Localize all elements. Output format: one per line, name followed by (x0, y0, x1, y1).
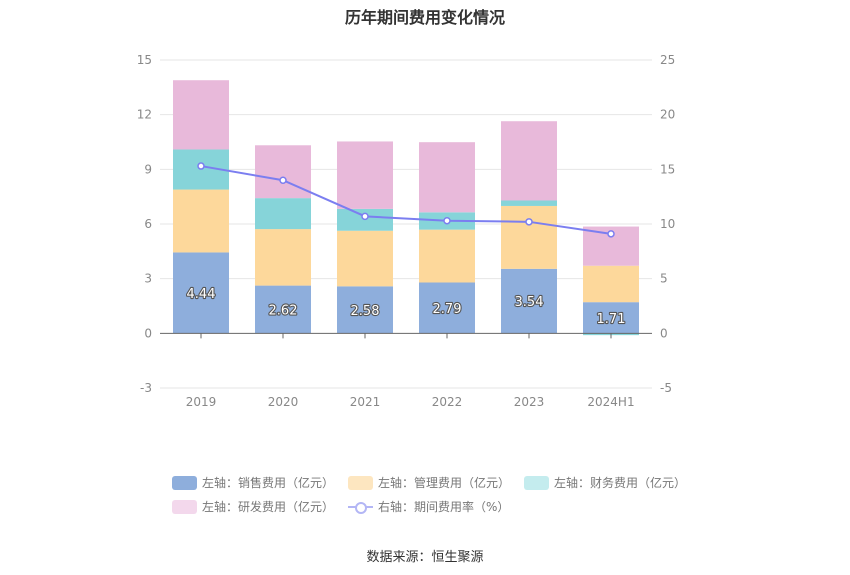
left-axis-tick-label: 6 (144, 217, 152, 231)
bar-segment (337, 230, 393, 287)
right-axis-tick-label: 25 (660, 53, 675, 67)
rate-point (361, 212, 369, 221)
legend-item-admin[interactable]: 左轴：管理费用（亿元） (348, 474, 510, 491)
left-axis-tick-label: 15 (137, 53, 152, 67)
left-axis-tick-label: -3 (140, 381, 152, 395)
bar-segment (583, 302, 639, 334)
legend-label-rd: 左轴：研发费用（亿元） (202, 500, 335, 514)
left-axis-tick-label: 3 (144, 272, 152, 286)
legend-label-admin: 左轴：管理费用（亿元） (378, 476, 511, 490)
bar-data-label: 3.54 (515, 295, 544, 310)
x-axis-tick-label: 2023 (514, 395, 545, 409)
bar-segment (419, 229, 475, 283)
legend-label-sales: 左轴：销售费用（亿元） (202, 476, 335, 490)
legend-swatch-rate (348, 500, 374, 514)
bar-segment (255, 229, 311, 286)
legend-row-2: 左轴：研发费用（亿元） 右轴：期间费用率（%） (172, 498, 523, 515)
right-axis-tick-label: 20 (660, 108, 675, 122)
bar-data-label: 2.62 (269, 303, 298, 318)
bar-segment (337, 141, 393, 209)
rate-point (279, 176, 287, 185)
rate-line (200, 165, 612, 235)
legend-swatch-admin (348, 475, 374, 490)
legend-item-rate[interactable]: 右轴：期间费用率（%） (348, 498, 509, 515)
right-axis-tick-label: 10 (660, 217, 675, 231)
legend-swatch-finance (524, 475, 550, 490)
rate-point (197, 162, 205, 170)
bar-segment (337, 286, 393, 334)
legend-swatch-sales (172, 475, 197, 490)
chart-title: 历年期间费用变化情况 (344, 8, 505, 27)
x-axis-tick-label: 2019 (186, 395, 217, 409)
bar-data-label: 1.71 (597, 312, 626, 327)
legend-item-finance[interactable]: 左轴：财务费用（亿元） (524, 474, 686, 491)
bar-data-label: 2.79 (433, 302, 462, 317)
legend-item-sales[interactable]: 左轴：销售费用（亿元） (172, 474, 334, 491)
right-axis-tick-label: 0 (660, 326, 668, 340)
bar-segment (173, 252, 229, 334)
rate-point (607, 230, 615, 238)
bar-segment (255, 285, 311, 334)
bar-segment (501, 121, 557, 201)
right-axis-tick-label: 5 (660, 272, 668, 286)
left-axis-tick-label: 9 (144, 162, 152, 176)
bar-segment (583, 265, 639, 303)
legend-item-rd[interactable]: 左轴：研发费用（亿元） (172, 498, 334, 515)
bar-data-label: 4.44 (187, 287, 216, 302)
bar-segment (419, 142, 475, 213)
rate-point (443, 216, 451, 225)
right-axis-tick-label: -5 (660, 381, 672, 395)
chart-plot: -3 0 3 6 9 12 15 -5 0 5 10 15 20 25 2019 2020 2021 2022 20… (137, 53, 676, 409)
left-axis-tick-label: 0 (144, 326, 152, 340)
legend-swatch-rd (172, 499, 197, 514)
bar-segment (173, 80, 229, 150)
right-axis-tick-label: 15 (660, 162, 675, 176)
rate-point (525, 218, 533, 226)
left-axis-tick-label: 12 (137, 108, 152, 122)
bar-segment (255, 198, 311, 230)
x-axis-tick-label: 2021 (350, 395, 381, 409)
legend-label-rate: 右轴：期间费用率（%） (378, 500, 510, 514)
bar-segment (173, 189, 229, 253)
bar-data-label: 2.58 (351, 304, 380, 319)
bar-segment (255, 145, 311, 199)
x-axis-tick-label: 2020 (268, 395, 299, 409)
bar-segment (501, 268, 557, 334)
legend-row-1: 左轴：销售费用（亿元） 左轴：管理费用（亿元） 左轴：财务费用（亿元） (172, 474, 700, 491)
bar-segment (501, 205, 557, 269)
data-source: 数据来源：恒生聚源 (366, 550, 484, 565)
bar-segment (419, 282, 475, 334)
bar-segment (501, 200, 557, 206)
x-axis-tick-label: 2022 (432, 395, 463, 409)
x-axis-tick-label: 2024H1 (587, 395, 634, 409)
legend-label-finance: 左轴：财务费用（亿元） (554, 476, 687, 490)
